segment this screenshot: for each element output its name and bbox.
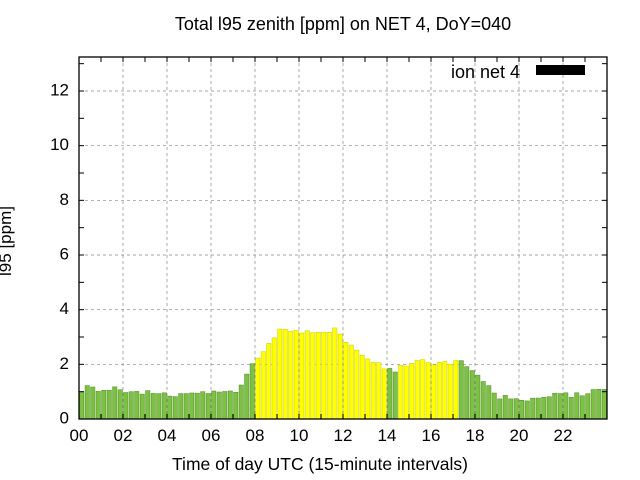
svg-text:12: 12 xyxy=(50,80,69,99)
svg-text:18: 18 xyxy=(466,426,485,445)
svg-text:2: 2 xyxy=(60,354,69,373)
svg-text:14: 14 xyxy=(378,426,397,445)
svg-text:6: 6 xyxy=(60,244,69,263)
svg-text:8: 8 xyxy=(60,190,69,209)
svg-text:00: 00 xyxy=(70,426,89,445)
svg-text:10: 10 xyxy=(50,135,69,154)
svg-text:12: 12 xyxy=(334,426,353,445)
svg-text:16: 16 xyxy=(422,426,441,445)
svg-text:ion net 4: ion net 4 xyxy=(451,62,520,82)
svg-text:20: 20 xyxy=(510,426,529,445)
svg-text:04: 04 xyxy=(158,426,177,445)
svg-text:10: 10 xyxy=(290,426,309,445)
svg-text:08: 08 xyxy=(246,426,265,445)
svg-text:4: 4 xyxy=(60,299,69,318)
svg-text:22: 22 xyxy=(554,426,573,445)
svg-text:06: 06 xyxy=(202,426,221,445)
svg-text:02: 02 xyxy=(114,426,133,445)
svg-text:0: 0 xyxy=(60,408,69,427)
